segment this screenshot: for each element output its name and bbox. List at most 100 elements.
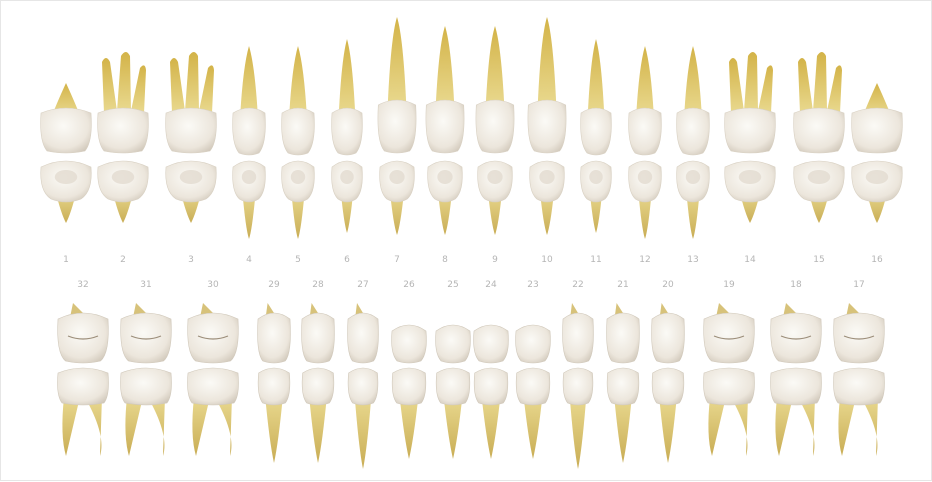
- tooth-number-label: 12: [639, 255, 650, 265]
- upper-tooth-lingual-view: [529, 160, 565, 235]
- upper-tooth-lingual-view: [851, 160, 903, 223]
- lower-tooth-side-view: [391, 367, 427, 459]
- tooth-number-label: 11: [590, 255, 601, 265]
- tooth-number-label: 14: [744, 255, 756, 265]
- upper-tooth-side-view: [475, 26, 515, 154]
- tooth-number-label: 10: [541, 255, 553, 265]
- lower-tooth-occlusal-view: [515, 324, 551, 364]
- tooth-number-label: 4: [246, 255, 252, 265]
- tooth-number-label: 31: [140, 280, 151, 290]
- lower-tooth-occlusal-view: [391, 324, 427, 364]
- upper-tooth-side-view: [97, 52, 149, 154]
- lower-tooth-side-view: [651, 367, 685, 463]
- upper-tooth-numbers: 1 2 3 4 5 6 7 8 9 10 11 12 13 14 15 16: [63, 255, 883, 265]
- upper-tooth-side-view: [580, 39, 612, 156]
- tooth-number-label: 20: [662, 280, 674, 290]
- tooth-number-label: 27: [357, 280, 368, 290]
- lower-tooth-side-view: [606, 367, 640, 463]
- lower-tooth-occlusal-view: [435, 324, 471, 364]
- upper-tooth-side-view: [793, 52, 845, 154]
- upper-tooth-lingual-view: [427, 160, 463, 235]
- lower-tooth-side-view: [187, 367, 239, 456]
- lower-tooth-occlusal-view: [120, 303, 172, 364]
- upper-tooth-side-view: [676, 46, 710, 156]
- lower-tooth-side-view: [703, 367, 755, 456]
- lower-tooth-occlusal-view: [703, 303, 755, 364]
- lower-tooth-occlusal-view: [301, 303, 335, 364]
- lower-tooth-side-view: [770, 367, 822, 456]
- upper-tooth-side-view: [165, 52, 217, 154]
- upper-tooth-lingual-view: [232, 160, 266, 239]
- lower-tooth-numbers: 32 31 30 29 28 27 26 25 24 23 22 21 20 19 18 17: [77, 280, 864, 290]
- lower-tooth-side-view: [515, 367, 551, 459]
- upper-tooth-lingual-view: [628, 160, 662, 239]
- upper-tooth-side-view: [527, 17, 567, 154]
- lower-tooth-occlusal-view: [473, 324, 509, 364]
- upper-tooth-side-view: [851, 83, 903, 154]
- tooth-number-label: 29: [268, 280, 280, 290]
- lower-tooth-side-view: [120, 367, 172, 456]
- lower-tooth-side-view: [301, 367, 335, 463]
- upper-tooth-lingual-view: [580, 160, 612, 233]
- lower-tooth-occlusal-view: [606, 303, 640, 364]
- tooth-number-label: 8: [442, 255, 448, 265]
- lower-tooth-occlusal-view: [257, 303, 291, 364]
- tooth-number-label: 19: [723, 280, 735, 290]
- lower-tooth-side-view: [473, 367, 509, 459]
- tooth-number-label: 1: [63, 255, 69, 265]
- tooth-number-label: 9: [492, 255, 498, 265]
- upper-tooth-side-view: [331, 39, 363, 156]
- tooth-number-label: 23: [527, 280, 538, 290]
- upper-tooth-lingual-view: [165, 160, 217, 223]
- lower-tooth-occlusal-view: [833, 303, 885, 364]
- upper-tooth-lingual-view: [477, 160, 513, 235]
- lower-tooth-side-view: [435, 367, 471, 459]
- lower-tooth-side-view: [257, 367, 291, 463]
- tooth-number-label: 2: [120, 255, 126, 265]
- lower-tooth-occlusal-view: [187, 303, 239, 364]
- tooth-number-label: 21: [617, 280, 628, 290]
- upper-tooth-side-view: [281, 46, 315, 156]
- lower-tooth-occlusal-view: [651, 303, 685, 364]
- upper-tooth-side-view: [40, 83, 92, 154]
- tooth-number-label: 6: [344, 255, 350, 265]
- upper-tooth-lingual-view: [676, 160, 710, 239]
- upper-tooth-side-view: [628, 46, 662, 156]
- upper-tooth-side-view: [377, 17, 417, 154]
- tooth-number-label: 7: [394, 255, 400, 265]
- upper-tooth-lingual-view: [379, 160, 415, 235]
- tooth-number-label: 5: [295, 255, 301, 265]
- tooth-number-label: 16: [871, 255, 883, 265]
- tooth-number-label: 28: [312, 280, 324, 290]
- upper-tooth-lingual-view: [331, 160, 363, 233]
- tooth-number-label: 17: [853, 280, 864, 290]
- tooth-number-label: 15: [813, 255, 824, 265]
- tooth-number-label: 3: [188, 255, 194, 265]
- lower-tooth-side-view: [57, 367, 109, 456]
- lower-tooth-side-view: [562, 367, 594, 469]
- lower-tooth-side-view: [833, 367, 885, 456]
- lower-tooth-side-view: [347, 367, 379, 469]
- tooth-number-label: 24: [485, 280, 497, 290]
- upper-tooth-side-view: [724, 52, 776, 154]
- lower-tooth-occlusal-view: [562, 303, 594, 364]
- lower-tooth-occlusal-view: [57, 303, 109, 364]
- upper-tooth-side-view: [425, 26, 465, 154]
- teeth: [40, 17, 903, 469]
- lower-tooth-occlusal-view: [347, 303, 379, 364]
- tooth-number-label: 22: [572, 280, 583, 290]
- tooth-number-label: 18: [790, 280, 802, 290]
- upper-tooth-lingual-view: [793, 160, 845, 223]
- lower-tooth-occlusal-view: [770, 303, 822, 364]
- tooth-number-label: 30: [207, 280, 219, 290]
- upper-tooth-lingual-view: [97, 160, 149, 223]
- upper-tooth-lingual-view: [40, 160, 92, 223]
- tooth-number-label: 26: [403, 280, 415, 290]
- tooth-number-label: 25: [447, 280, 458, 290]
- tooth-number-label: 32: [77, 280, 88, 290]
- tooth-number-label: 13: [687, 255, 698, 265]
- upper-tooth-lingual-view: [724, 160, 776, 223]
- upper-tooth-lingual-view: [281, 160, 315, 239]
